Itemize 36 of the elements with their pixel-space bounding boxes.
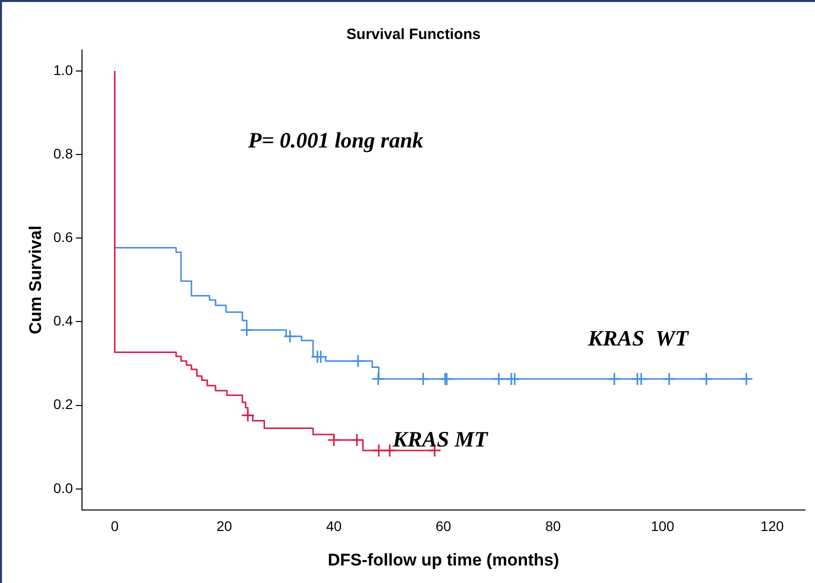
point	[350, 433, 364, 447]
x-tick-label: 20	[216, 518, 232, 534]
point	[283, 330, 297, 344]
point	[416, 372, 430, 386]
x-tick-label: 80	[545, 518, 561, 534]
point	[240, 323, 254, 337]
x-tick-label: 100	[650, 518, 674, 534]
x-tick-label: 0	[110, 518, 119, 534]
annotation: P= 0.001 long rank	[247, 128, 424, 153]
point	[372, 444, 386, 458]
y-axis-title: Cum Survival	[26, 226, 45, 334]
point	[371, 372, 386, 386]
series-label: KRAS WT	[587, 325, 690, 350]
x-tick-label: 120	[760, 518, 784, 534]
point	[634, 372, 648, 386]
y-tick-label: 0.4	[53, 312, 74, 329]
point	[241, 408, 255, 422]
series-label: KRAS MT	[392, 426, 490, 452]
y-tick-label: 0.8	[53, 145, 74, 162]
point	[327, 433, 341, 447]
point	[351, 354, 365, 368]
point	[492, 372, 506, 386]
point	[700, 372, 714, 386]
chart-title: Survival Functions	[346, 26, 481, 44]
point	[608, 372, 622, 386]
point	[314, 350, 328, 364]
point	[662, 372, 676, 386]
x-axis-title: DFS-follow up time (months)	[328, 550, 560, 570]
y-tick-label: 0.2	[53, 396, 74, 412]
point	[740, 372, 754, 386]
point	[508, 372, 522, 386]
x-tick-label: 60	[436, 518, 452, 534]
y-tick-label: 0.0	[53, 480, 74, 496]
y-tick-label: 1.0	[53, 62, 74, 78]
y-tick-label: 0.6	[53, 228, 74, 245]
x-tick-label: 40	[326, 518, 342, 534]
